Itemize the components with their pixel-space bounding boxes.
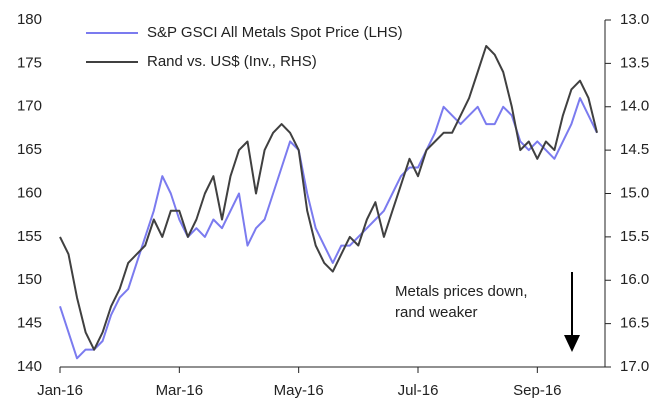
y-tick-label: 175 [17,54,42,71]
x-tick-label: Sep-16 [513,382,561,399]
legend-label: S&P GSCI All Metals Spot Price (LHS) [147,24,403,41]
y-tick-label: 150 [17,271,42,288]
x-tick-label: May-16 [274,382,324,399]
legend-label: Rand vs. US$ (Inv., RHS) [147,53,317,70]
y2-tick-label: 16.0 [620,271,649,288]
annotation: Metals prices down, [395,283,528,300]
y2-tick-label: 17.0 [620,358,649,375]
y2-tick-label: 13.0 [620,11,649,28]
x-tick-label: Mar-16 [156,382,204,399]
y-tick-label: 165 [17,141,42,158]
y-tick-label: 180 [17,11,42,28]
y2-tick-label: 14.5 [620,141,649,158]
y2-tick-label: 13.5 [620,54,649,71]
x-tick-label: Jul-16 [398,382,439,399]
series-line [59,45,598,351]
y2-tick-label: 15.0 [620,184,649,201]
y2-tick-label: 14.0 [620,98,649,115]
y-tick-label: 145 [17,315,42,332]
annotation: rand weaker [395,304,478,321]
series-line [59,97,598,360]
y-tick-label: 160 [17,184,42,201]
y2-tick-label: 16.5 [620,315,649,332]
x-tick-label: Jan-16 [37,382,83,399]
y2-tick-label: 15.5 [620,228,649,245]
arrow-head [564,335,580,352]
y-tick-label: 155 [17,228,42,245]
y-tick-label: 170 [17,98,42,115]
y-tick-label: 140 [17,358,42,375]
